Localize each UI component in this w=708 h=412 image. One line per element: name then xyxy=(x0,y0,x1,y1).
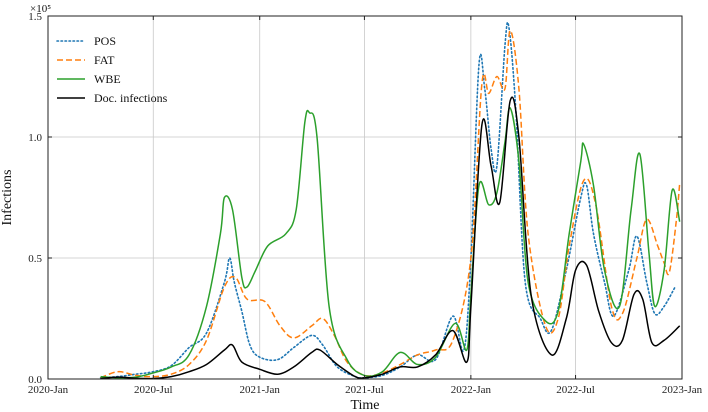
legend-label-fat: FAT xyxy=(94,53,115,67)
y-tick-label: 0.0 xyxy=(28,374,42,386)
axis-ticks: 2020-Jan 2020-Jul 2021-Jan 2021-Jul 2022-Jan… xyxy=(28,11,703,396)
legend: POS FAT WBE Doc. infections xyxy=(56,34,168,105)
y-tick-label: 1.5 xyxy=(28,11,42,23)
x-tick-label: 2022-Jul xyxy=(556,384,595,396)
series-line-doc-infections xyxy=(100,96,681,380)
series-line-pos xyxy=(99,21,676,379)
x-tick-label: 2021-Jul xyxy=(345,384,384,396)
x-tick-label: 2021-Jan xyxy=(240,384,281,396)
x-tick-label: 2020-Jul xyxy=(134,384,173,396)
y-axis-title: Infections xyxy=(0,170,15,226)
x-tick-label: 2022-Jan xyxy=(451,384,492,396)
x-axis-title: Time xyxy=(350,398,379,412)
legend-label-doc-infections: Doc. infections xyxy=(94,91,168,105)
legend-label-wbe: WBE xyxy=(94,72,121,86)
x-tick-label: 2023-Jan xyxy=(662,384,703,396)
series-layer xyxy=(99,21,681,380)
y-tick-label: 0.5 xyxy=(28,253,42,265)
plot-frame xyxy=(47,15,683,380)
y-scale-multiplier: ×10⁵ xyxy=(30,3,51,15)
y-tick-label: 1.0 xyxy=(28,132,42,144)
series-line-fat xyxy=(100,29,681,379)
x-tick-label: 2020-Jan xyxy=(28,384,69,396)
legend-label-pos: POS xyxy=(94,34,116,48)
